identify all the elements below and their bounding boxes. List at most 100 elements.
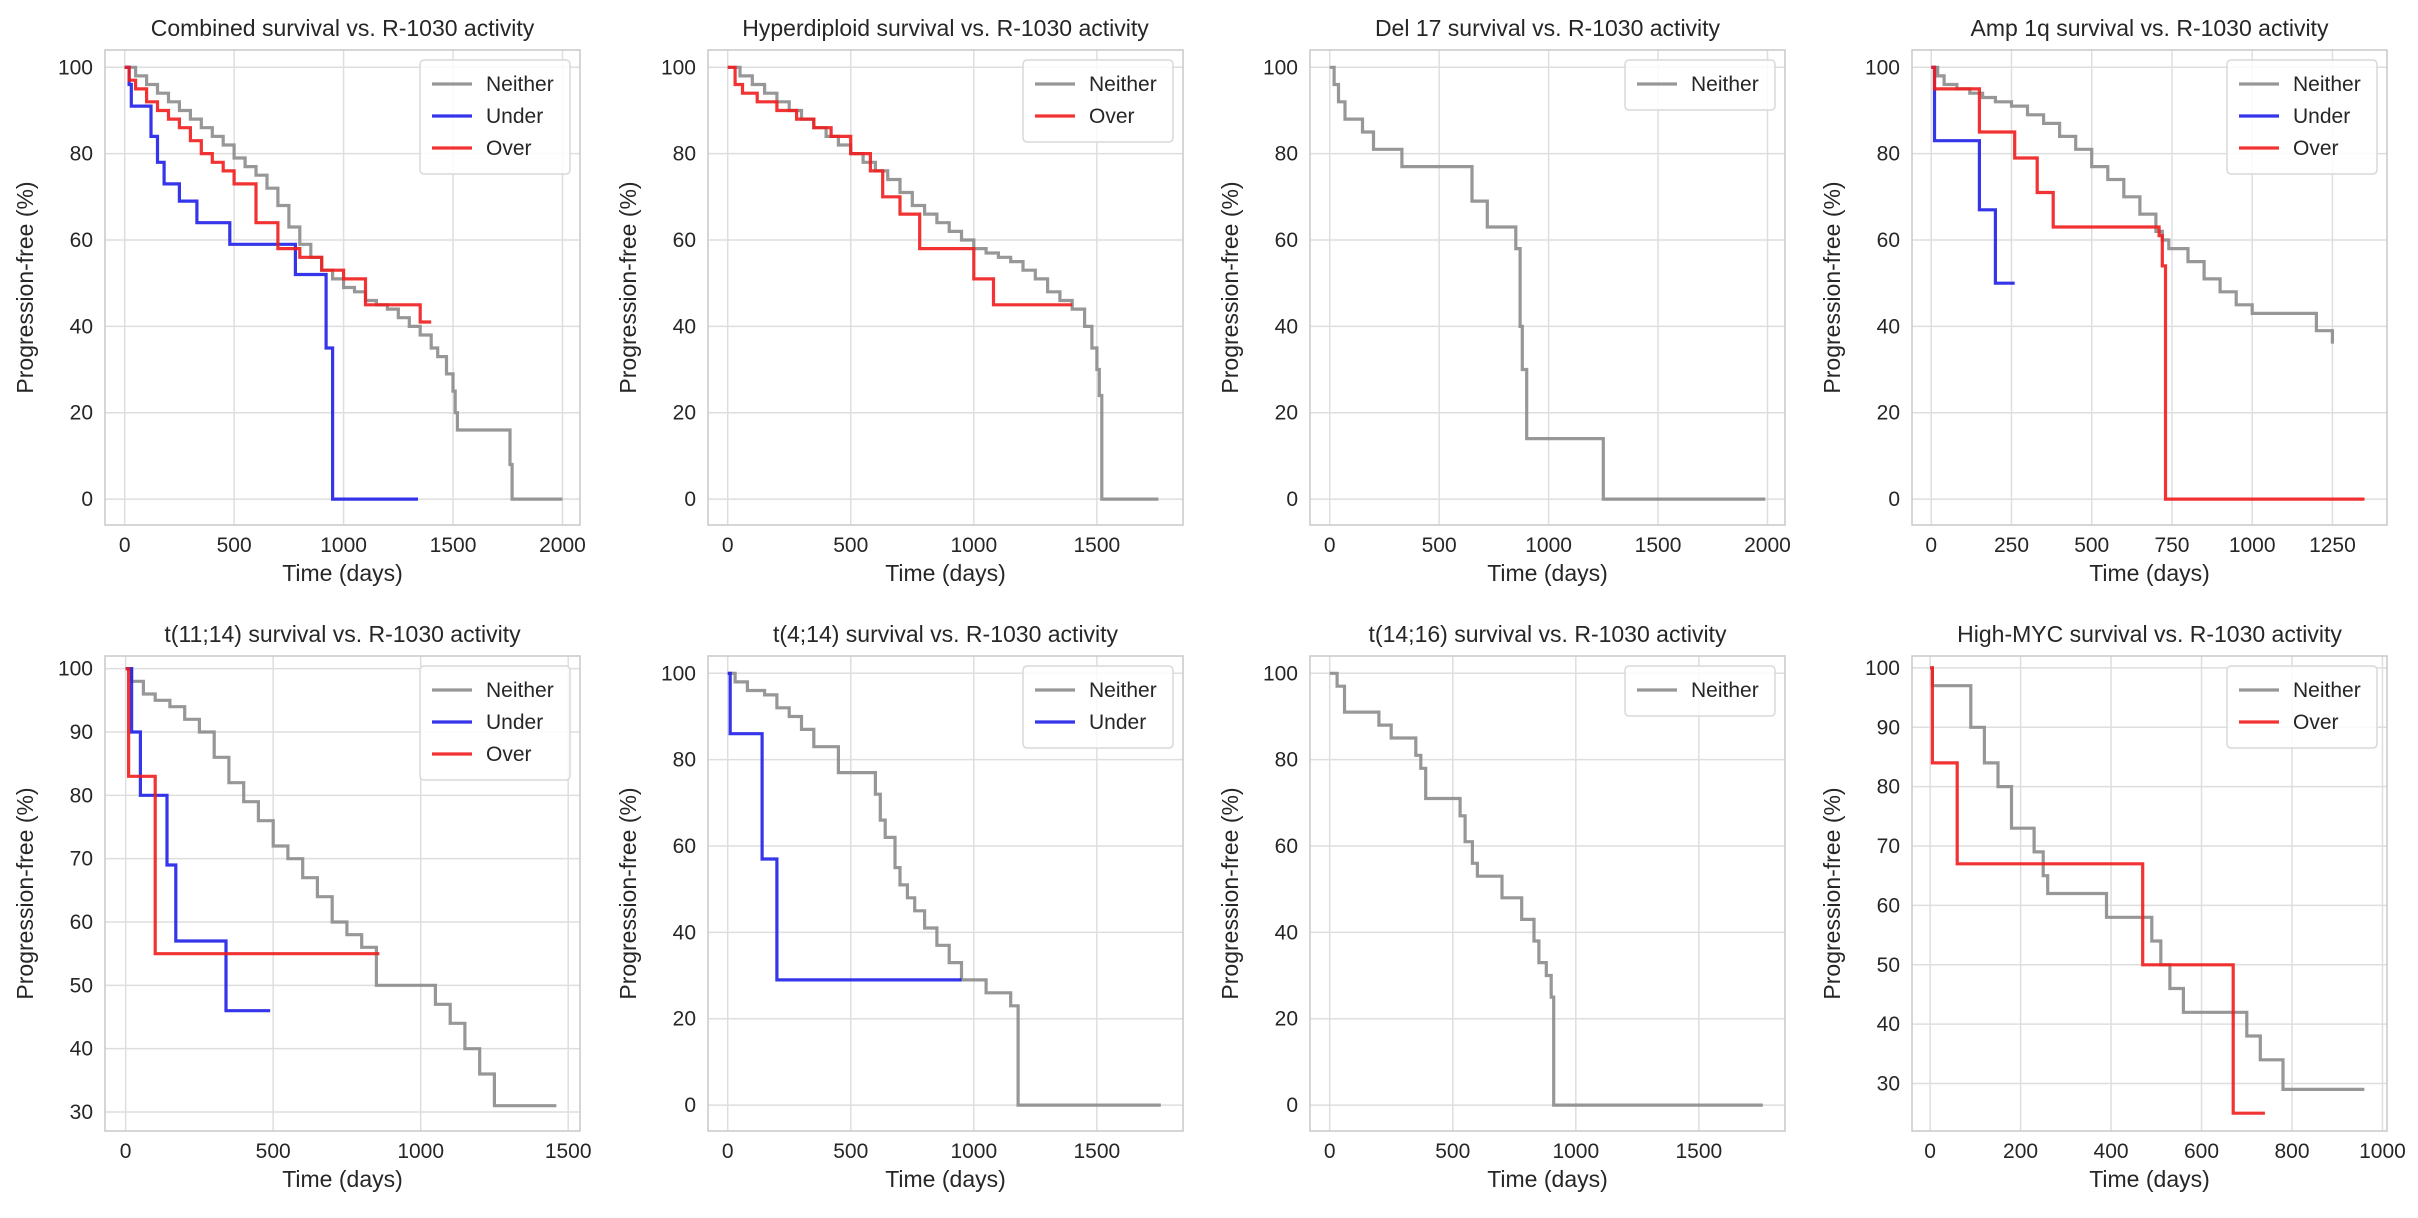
x-tick-label: 2000 [1744, 534, 1791, 557]
chart-panel-4: 0 250 500 750 1000 1250 0 20 40 60 80 100 Amp 1q sur… [1819, 15, 2388, 586]
legend: Neither Under Over [2226, 59, 2378, 175]
y-tick-label: 100 [1263, 662, 1298, 685]
y-tick-label: 40 [673, 315, 696, 338]
y-tick-label: 60 [1877, 229, 1900, 252]
legend-label-under: Under [2293, 105, 2350, 128]
series-line-under [727, 671, 962, 982]
x-tick-label: 1500 [1676, 1140, 1723, 1163]
chart-panel-3: 0 500 1000 1500 2000 0 20 40 60 80 100 Del 17 survi… [1217, 15, 1791, 586]
legend-label-neither: Neither [1089, 73, 1157, 96]
legend-box [419, 59, 571, 175]
legend-label-over: Over [486, 137, 532, 160]
y-tick-label: 60 [673, 835, 696, 858]
series-line-over [125, 667, 380, 956]
legend-label-neither: Neither [1691, 73, 1759, 96]
y-tick-label: 20 [673, 402, 696, 425]
chart-title: t(4;14) survival vs. R-1030 activity [773, 621, 1119, 647]
legend-box [1022, 59, 1174, 143]
x-axis-label: Time (days) [1487, 1166, 1608, 1192]
plot-frame [1309, 49, 1786, 526]
y-axis-label: Progression-free (%) [1819, 787, 1845, 999]
x-tick-label: 400 [2094, 1140, 2129, 1163]
x-tick-label: 1000 [950, 1140, 997, 1163]
y-tick-label: 70 [1877, 835, 1900, 858]
x-axis-label: Time (days) [282, 1166, 403, 1192]
chart-title: Hyperdiploid survival vs. R-1030 activit… [742, 15, 1149, 41]
y-tick-label: 80 [1877, 143, 1900, 166]
x-tick-label: 0 [1924, 1140, 1936, 1163]
series-line-neither [1931, 65, 2334, 344]
legend-label-over: Over [1089, 105, 1135, 128]
y-tick-label: 50 [1877, 954, 1900, 977]
y-tick-label: 100 [58, 56, 93, 79]
y-tick-label: 40 [70, 1038, 93, 1061]
legend: Neither [1624, 665, 1776, 717]
x-tick-label: 1500 [545, 1140, 592, 1163]
x-tick-label: 1250 [2309, 534, 2356, 557]
y-axis-label: Progression-free (%) [1217, 787, 1243, 999]
series-line-neither [125, 667, 557, 1108]
series-line-neither [1329, 671, 1763, 1107]
x-tick-label: 0 [1925, 534, 1937, 557]
y-tick-label: 30 [1877, 1073, 1900, 1096]
series-line-neither [1930, 666, 2365, 1091]
x-tick-label: 1500 [1074, 1140, 1121, 1163]
y-tick-label: 100 [58, 658, 93, 681]
x-tick-label: 1000 [1552, 1140, 1599, 1163]
series-line-over [124, 65, 432, 324]
x-tick-label: 500 [2074, 534, 2109, 557]
legend-label-over: Over [2293, 711, 2339, 734]
x-tick-label: 1500 [1635, 534, 1682, 557]
legend: Neither Over [2226, 665, 2378, 749]
y-tick-label: 100 [661, 56, 696, 79]
y-tick-label: 80 [1877, 776, 1900, 799]
legend: Neither [1624, 59, 1776, 111]
series-line-over [727, 65, 1073, 307]
y-tick-label: 80 [673, 143, 696, 166]
x-tick-label: 2000 [539, 534, 586, 557]
series-line-over [1931, 65, 2365, 501]
y-tick-label: 0 [1286, 1094, 1298, 1117]
y-tick-label: 100 [661, 662, 696, 685]
plot-frame [104, 655, 581, 1132]
y-tick-label: 0 [684, 488, 696, 511]
y-tick-label: 60 [673, 229, 696, 252]
y-tick-label: 0 [81, 488, 93, 511]
series-line-neither [1329, 65, 1766, 501]
y-tick-label: 90 [1877, 716, 1900, 739]
legend-label-neither: Neither [2293, 73, 2361, 96]
y-tick-label: 40 [70, 315, 93, 338]
plot-frame [104, 49, 581, 526]
plot-frame [707, 49, 1184, 526]
legend-box [419, 665, 571, 781]
x-tick-label: 600 [2184, 1140, 2219, 1163]
legend-label-neither: Neither [1691, 679, 1759, 702]
plot-frame [707, 655, 1184, 1132]
x-tick-label: 800 [2274, 1140, 2309, 1163]
x-tick-label: 1000 [2359, 1140, 2406, 1163]
y-tick-label: 60 [1877, 894, 1900, 917]
x-tick-label: 1000 [950, 534, 997, 557]
chart-title: High-MYC survival vs. R-1030 activity [1957, 621, 2342, 647]
x-tick-label: 0 [119, 534, 131, 557]
x-tick-label: 1000 [320, 534, 367, 557]
y-tick-label: 20 [1877, 402, 1900, 425]
y-tick-label: 20 [673, 1008, 696, 1031]
legend-label-under: Under [486, 105, 543, 128]
x-tick-label: 1000 [1525, 534, 1572, 557]
x-tick-label: 500 [833, 1140, 868, 1163]
legend-box [1624, 59, 1776, 111]
x-tick-label: 0 [722, 534, 734, 557]
y-axis-label: Progression-free (%) [1819, 181, 1845, 393]
chart-panel-6: 0 500 1000 1500 0 20 40 60 80 100 t(4;14) survival… [615, 621, 1184, 1192]
y-tick-label: 80 [70, 784, 93, 807]
legend-box [2226, 59, 2378, 175]
y-tick-label: 0 [1888, 488, 1900, 511]
x-tick-label: 500 [1435, 1140, 1470, 1163]
x-tick-label: 500 [217, 534, 252, 557]
plot-frame [1911, 49, 2388, 526]
x-tick-label: 0 [722, 1140, 734, 1163]
y-tick-label: 80 [1275, 143, 1298, 166]
x-axis-label: Time (days) [885, 1166, 1006, 1192]
y-tick-label: 60 [70, 229, 93, 252]
